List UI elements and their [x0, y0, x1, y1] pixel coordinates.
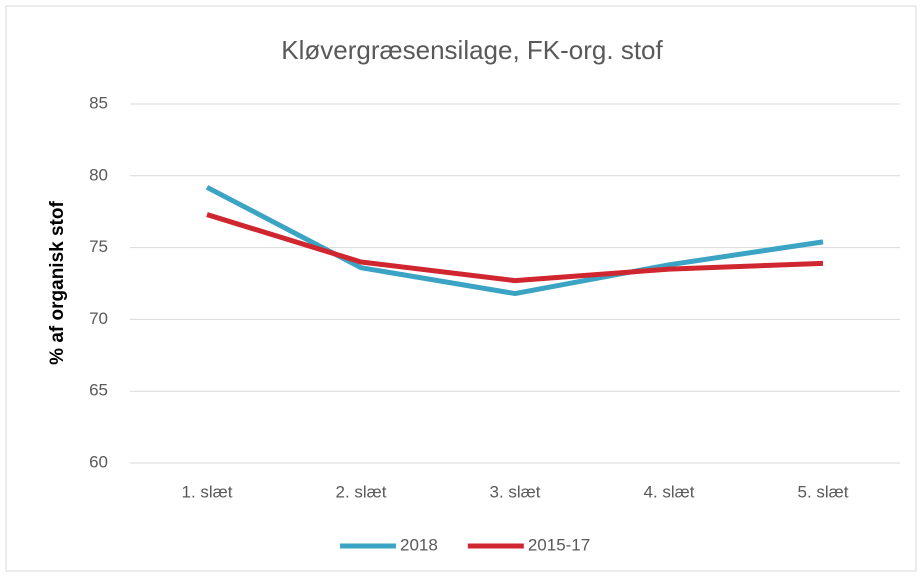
y-tick-label: 70 — [89, 309, 108, 328]
series-line — [205, 185, 824, 297]
legend-label: 2015-17 — [528, 535, 590, 554]
y-tick-label: 65 — [89, 381, 108, 400]
y-tick-label: 80 — [89, 165, 108, 184]
y-tick-label: 60 — [89, 452, 108, 471]
y-axis-label: % af organisk stof — [47, 201, 68, 365]
x-tick-label: 1. slæt — [181, 482, 232, 501]
y-tick-label: 75 — [89, 237, 108, 256]
x-tick-label: 3. slæt — [489, 482, 540, 501]
series-line — [206, 212, 824, 284]
legend-label: 2018 — [400, 535, 438, 554]
x-tick-label: 2. slæt — [335, 482, 386, 501]
chart-border — [5, 5, 917, 572]
x-tick-label: 5. slæt — [797, 482, 848, 501]
y-tick-label: 85 — [89, 93, 108, 112]
x-tick-label: 4. slæt — [643, 482, 694, 501]
chart-title: Kløvergræsensilage, FK-org. stof — [281, 35, 663, 65]
